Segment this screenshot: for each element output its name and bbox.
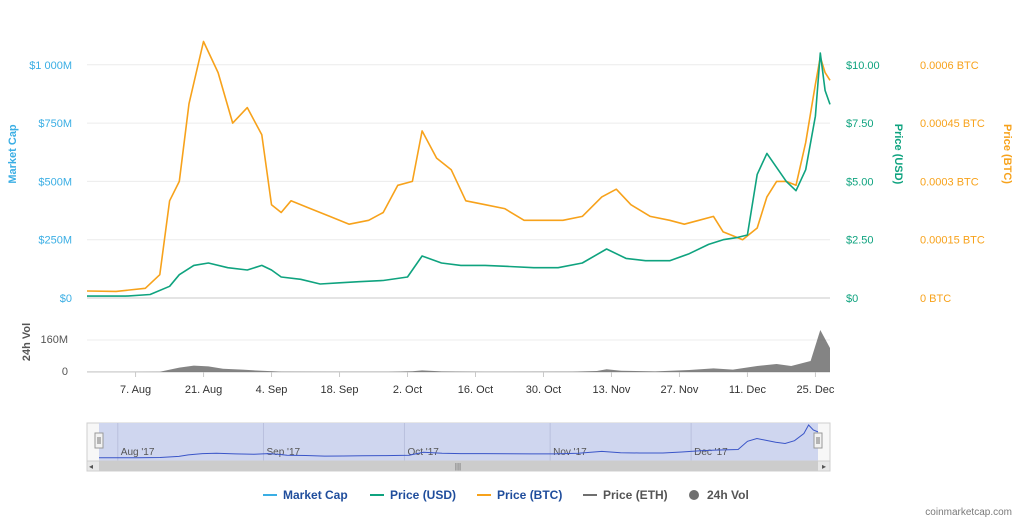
volume-tick: 160M — [40, 334, 68, 346]
btc-axis-label: Price (BTC) — [1001, 124, 1013, 184]
navigator-label: Nov '17 — [553, 447, 587, 458]
navigator-label: Aug '17 — [121, 447, 155, 458]
navigator-handle[interactable] — [813, 432, 823, 449]
series-line-price-usd — [87, 52, 831, 297]
navigator-series-line — [99, 424, 819, 459]
navigator[interactable]: Aug '17 Sep '17 Oct '17 Nov '17 Dec '17◂ ▸||| — [86, 422, 831, 472]
x-tick-label: 4. Sep — [256, 384, 288, 396]
x-tick-label: 30. Oct — [526, 384, 561, 396]
btc-tick: 0.00045 BTC — [920, 118, 985, 130]
x-tick-label: 25. Dec — [796, 384, 834, 396]
x-tick-label: 2. Oct — [393, 384, 422, 396]
scroll-right-arrow-icon: ▸ — [822, 462, 826, 471]
volume-axis-label: 24h Vol — [21, 323, 33, 361]
btc-tick: 0.0003 BTC — [920, 176, 979, 188]
watermark: coinmarketcap.com — [925, 507, 1012, 518]
btc-tick: 0.00015 BTC — [920, 235, 985, 247]
legend-item-label[interactable]: Price (USD) — [390, 488, 456, 502]
btc-tick: 0 BTC — [920, 293, 951, 305]
x-tick-label: 11. Dec — [729, 384, 767, 396]
volume-tick: 0 — [62, 366, 68, 378]
market-cap-tick: $250M — [38, 235, 72, 247]
legend-symbol — [689, 490, 699, 500]
navigator-label: Sep '17 — [266, 447, 300, 458]
x-tick-label: 18. Sep — [321, 384, 359, 396]
legend-item-label[interactable]: Market Cap — [283, 488, 348, 502]
market-cap-axis-label: Market Cap — [7, 124, 19, 184]
x-tick-label: 27. Nov — [660, 384, 698, 396]
navigator-selection — [99, 423, 818, 461]
usd-tick: $7.50 — [846, 118, 874, 130]
grid-lines — [87, 64, 830, 373]
market-cap-tick: $750M — [38, 118, 72, 130]
usd-tick: $2.50 — [846, 235, 874, 247]
usd-tick: $10.00 — [846, 60, 880, 72]
navigator-handle[interactable] — [94, 432, 104, 449]
x-tick-label: 16. Oct — [458, 384, 493, 396]
navigator-label: Dec '17 — [694, 447, 728, 458]
series-layer — [86, 40, 831, 297]
axis-labels: $0 $250M $500M $750M $1 000M Market Cap $0 $2.5… — [7, 60, 1013, 378]
series-line-price-btc — [86, 40, 831, 293]
legend-item-label[interactable]: 24h Vol — [707, 488, 749, 502]
legend-item-label[interactable]: Price (ETH) — [603, 488, 668, 502]
market-cap-tick: $1 000M — [29, 60, 72, 72]
scroll-left-arrow-icon: ◂ — [89, 462, 93, 471]
market-cap-tick: $0 — [60, 293, 72, 305]
x-tick-label: 13. Nov — [593, 384, 631, 396]
volume-layer — [87, 330, 830, 372]
scrollbar-grip-icon: ||| — [455, 462, 461, 471]
market-cap-tick: $500M — [38, 176, 72, 188]
x-tick-label: 7. Aug — [120, 384, 151, 396]
usd-tick: $5.00 — [846, 176, 874, 188]
x-axis: 7. Aug 21. Aug 4. Sep 18. Sep 2. Oct 16. Oct 3… — [120, 372, 835, 396]
navigator-scrollbar-thumb — [99, 461, 818, 471]
legend-item-label[interactable]: Price (BTC) — [497, 488, 562, 502]
usd-tick: $0 — [846, 293, 858, 305]
usd-axis-label: Price (USD) — [892, 124, 904, 185]
x-tick-label: 21. Aug — [185, 384, 222, 396]
btc-tick: 0.0006 BTC — [920, 60, 979, 72]
volume-area — [87, 330, 830, 372]
legend: Market Cap Price (USD) Price (BTC) Price (E… — [263, 488, 749, 502]
